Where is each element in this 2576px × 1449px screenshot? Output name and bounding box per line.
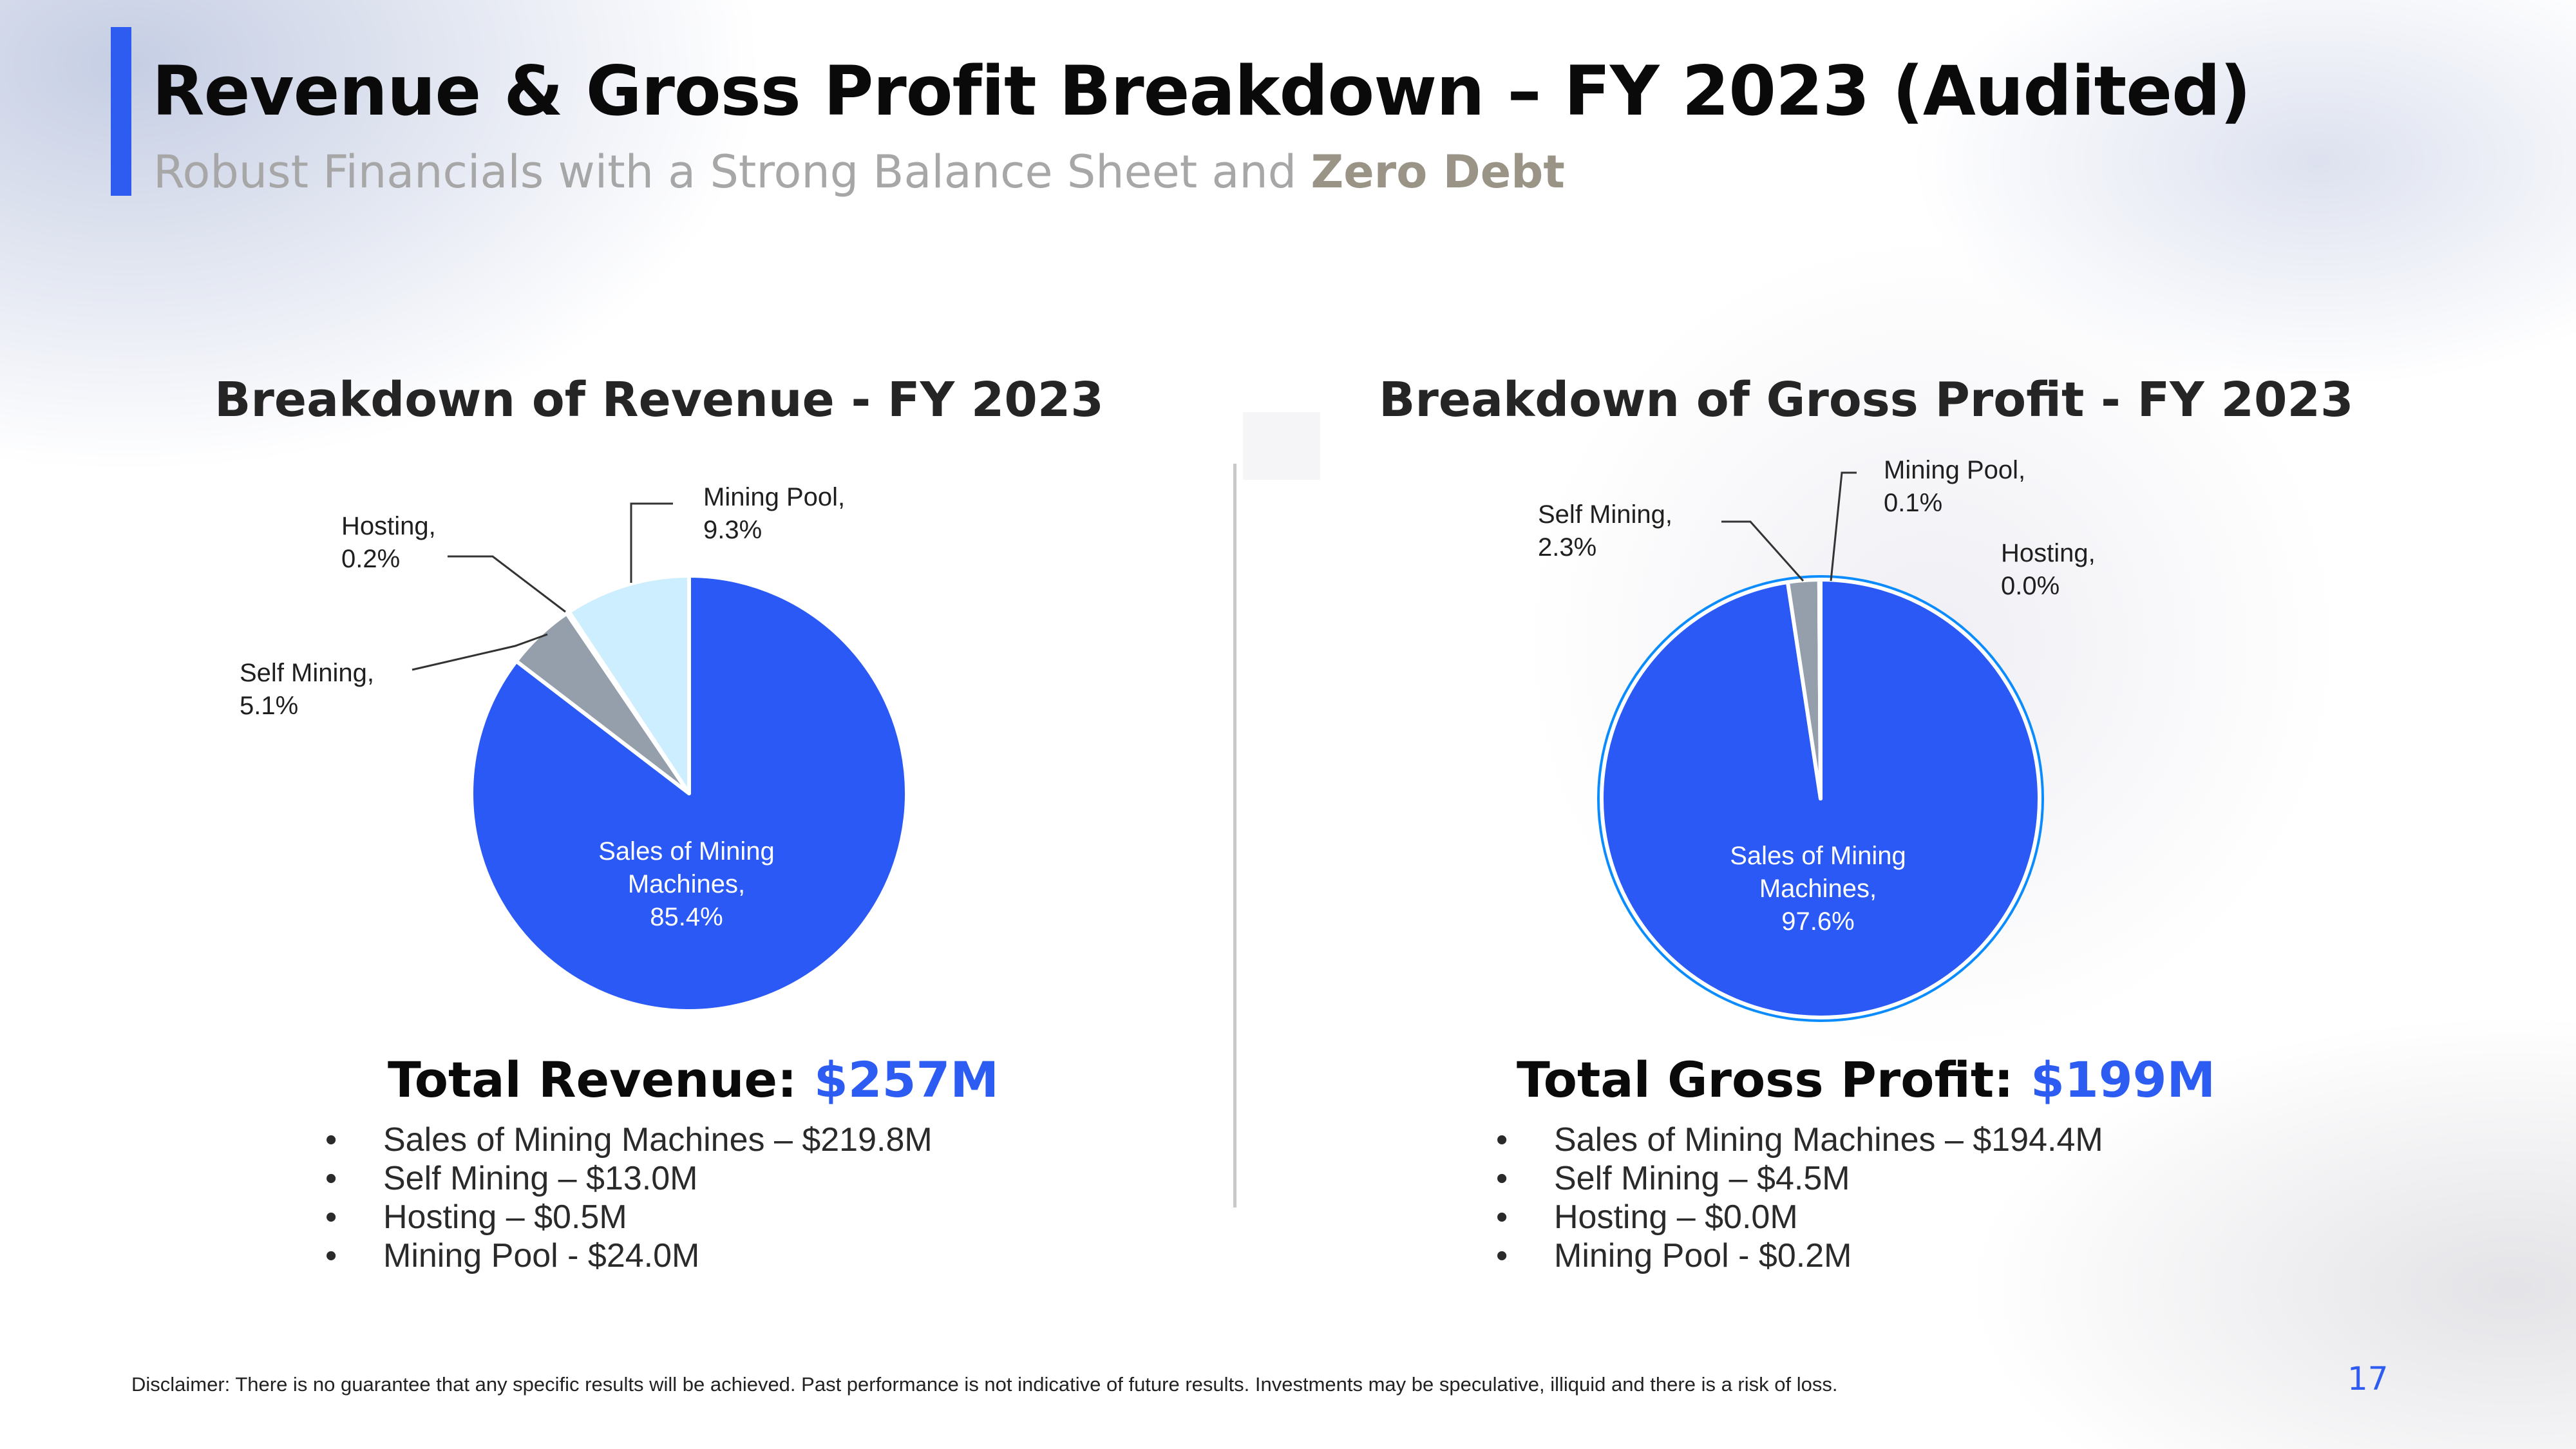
revenue-breakdown-list: Sales of Mining Machines – $219.8M Self … — [325, 1121, 933, 1275]
revenue-mining-pool-label: Mining Pool, — [703, 483, 845, 511]
list-item: Hosting – $0.0M — [1496, 1198, 2103, 1236]
list-item: Self Mining – $4.5M — [1496, 1159, 2103, 1198]
gross-profit-pie: Self Mining, 2.3% Mining Pool, 0.1% Host… — [1538, 456, 2096, 1022]
gp-slice-mining-pool — [1817, 578, 1823, 800]
total-gross-profit-label: Total Gross Profit: — [1517, 1051, 2031, 1108]
page-subtitle: Robust Financials with a Strong Balance … — [153, 146, 1565, 198]
total-gross-profit: Total Gross Profit: $199M — [1517, 1051, 2215, 1108]
page-title: Revenue & Gross Profit Breakdown – FY 20… — [152, 52, 2251, 131]
revenue-sales-value: 85.4% — [650, 903, 723, 931]
revenue-mining-pool-leader-line — [630, 502, 673, 583]
revenue-hosting-leader-line — [448, 555, 566, 613]
revenue-self-mining-leader-line — [412, 633, 548, 671]
revenue-pie: Self Mining, 5.1% Hosting, 0.2% Mining P… — [240, 483, 909, 1013]
gp-mining-pool-leader-line — [1830, 471, 1857, 582]
revenue-self-mining-label: Self Mining, — [240, 659, 374, 687]
revenue-chart-title: Breakdown of Revenue - FY 2023 — [214, 372, 1104, 428]
revenue-sales-label-1: Sales of Mining — [598, 837, 774, 866]
total-revenue-label: Total Revenue: — [388, 1051, 814, 1108]
gp-self-mining-label: Self Mining, — [1538, 500, 1672, 529]
subtitle-text: Robust Financials with a Strong Balance … — [153, 146, 1311, 198]
gp-mining-pool-value: 0.1% — [1884, 489, 1942, 517]
gp-hosting-label: Hosting, — [2001, 539, 2096, 567]
list-item: Hosting – $0.5M — [325, 1198, 933, 1236]
list-item: Sales of Mining Machines – $194.4M — [1496, 1121, 2103, 1159]
gp-self-mining-value: 2.3% — [1538, 533, 1596, 562]
total-gross-profit-value: $199M — [2031, 1051, 2216, 1108]
revenue-mining-pool-value: 9.3% — [703, 516, 762, 544]
gp-sales-value: 97.6% — [1781, 907, 1854, 936]
gp-hosting-value: 0.0% — [2001, 572, 2060, 600]
total-revenue: Total Revenue: $257M — [388, 1051, 999, 1108]
revenue-sales-label-2: Machines, — [628, 870, 745, 898]
total-revenue-value: $257M — [813, 1051, 999, 1108]
decorative-box — [1243, 412, 1320, 480]
revenue-hosting-value: 0.2% — [341, 545, 400, 573]
gp-sales-label-2: Machines, — [1759, 875, 1877, 903]
gp-sales-label-1: Sales of Mining — [1730, 842, 1906, 870]
gross-profit-breakdown-list: Sales of Mining Machines – $194.4M Self … — [1496, 1121, 2103, 1275]
revenue-slice-mining-pool — [567, 574, 691, 795]
revenue-self-mining-value: 5.1% — [240, 692, 298, 720]
list-item: Sales of Mining Machines – $219.8M — [325, 1121, 933, 1159]
disclaimer: Disclaimer: There is no guarantee that a… — [131, 1373, 1838, 1396]
gross-profit-chart-title: Breakdown of Gross Profit - FY 2023 — [1379, 372, 2354, 428]
list-item: Mining Pool - $0.2M — [1496, 1236, 2103, 1275]
page-number: 17 — [2347, 1360, 2389, 1397]
gp-mining-pool-label: Mining Pool, — [1884, 456, 2025, 484]
title-accent-bar — [111, 27, 131, 196]
subtitle-emphasis: Zero Debt — [1311, 146, 1565, 198]
list-item: Mining Pool - $24.0M — [325, 1236, 933, 1275]
list-item: Self Mining – $13.0M — [325, 1159, 933, 1198]
column-divider — [1233, 464, 1236, 1208]
revenue-hosting-label: Hosting, — [341, 512, 436, 540]
gp-self-mining-leader-line — [1721, 520, 1804, 582]
